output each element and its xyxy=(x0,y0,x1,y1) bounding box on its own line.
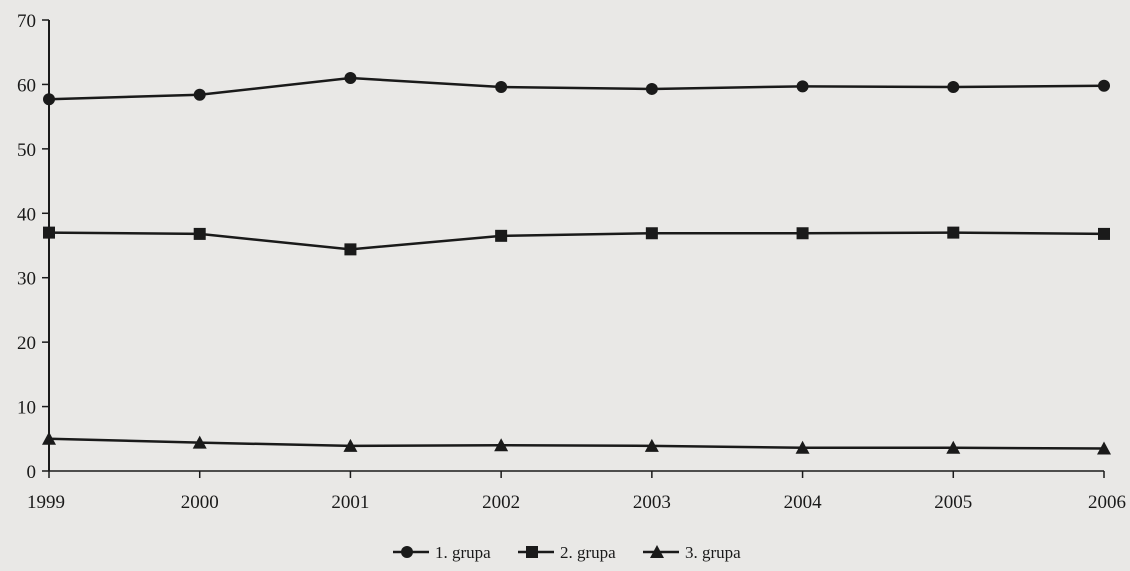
series-3 xyxy=(42,431,1111,455)
data-point xyxy=(495,229,508,242)
data-point xyxy=(344,71,357,84)
y-tick-label: 70 xyxy=(17,11,36,32)
series-2 xyxy=(43,226,1110,256)
y-tick-label: 30 xyxy=(17,269,36,290)
data-point xyxy=(947,226,960,239)
y-tick-label: 50 xyxy=(17,140,36,161)
data-point xyxy=(344,243,357,256)
data-point xyxy=(645,227,658,240)
data-point xyxy=(796,80,809,93)
y-tick-label: 0 xyxy=(27,462,37,483)
data-point xyxy=(650,545,664,558)
series-line xyxy=(48,231,1105,251)
legend-label: 3. grupa xyxy=(685,543,741,562)
legend-item-1: 1. grupa xyxy=(393,543,491,562)
data-point xyxy=(193,227,206,240)
y-tick-label: 20 xyxy=(17,333,36,354)
x-tick-label: 2002 xyxy=(482,492,520,513)
data-point xyxy=(42,431,56,445)
y-tick-label: 60 xyxy=(17,75,36,96)
x-tick-label: 2001 xyxy=(331,492,369,513)
legend-item-3: 3. grupa xyxy=(643,543,741,562)
x-tick-label: 2003 xyxy=(633,492,671,513)
data-point xyxy=(946,440,961,454)
legend: 1. grupa 2. grupa 3. grupa xyxy=(393,543,741,562)
series-line xyxy=(48,76,1105,101)
axes: 0 10 20 30 40 50 60 70 1999 2000 2001 2002 2003 2004 2… xyxy=(17,11,1126,513)
data-point xyxy=(1098,227,1110,240)
series-line xyxy=(48,437,1105,450)
series-layer xyxy=(42,71,1111,455)
y-tick-label: 40 xyxy=(17,204,36,225)
legend-label: 1. grupa xyxy=(435,543,491,562)
x-tick-label: 2000 xyxy=(181,492,219,513)
data-point xyxy=(343,438,358,452)
data-point xyxy=(192,435,207,449)
data-point xyxy=(43,93,55,106)
data-point xyxy=(43,226,55,239)
data-point xyxy=(795,440,810,454)
x-tick-label: 1999 xyxy=(27,492,65,513)
y-tick-label: 10 xyxy=(17,398,36,419)
data-point xyxy=(401,546,413,558)
x-tick-label: 2004 xyxy=(784,492,823,513)
data-point xyxy=(193,88,206,101)
data-point xyxy=(947,81,960,94)
x-tick-label: 2005 xyxy=(934,492,972,513)
data-point xyxy=(645,82,658,95)
legend-label: 2. grupa xyxy=(560,543,616,562)
series-1 xyxy=(43,71,1110,106)
x-tick-label: 2006 xyxy=(1088,492,1126,513)
data-point xyxy=(494,438,509,452)
data-point xyxy=(644,438,659,452)
data-point xyxy=(796,227,809,240)
data-point xyxy=(526,546,538,558)
legend-item-2: 2. grupa xyxy=(518,543,616,562)
data-point xyxy=(1098,79,1110,92)
data-point xyxy=(1097,441,1111,455)
data-point xyxy=(495,81,508,94)
